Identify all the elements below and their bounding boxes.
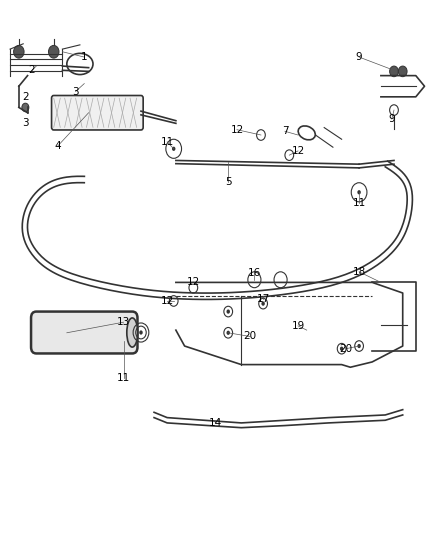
- Text: 12: 12: [291, 146, 304, 156]
- Text: 19: 19: [291, 321, 304, 331]
- Text: 11: 11: [117, 373, 130, 383]
- Text: 9: 9: [388, 114, 394, 124]
- Circle shape: [339, 346, 343, 351]
- Circle shape: [172, 147, 175, 151]
- Circle shape: [226, 310, 230, 314]
- Text: 12: 12: [230, 125, 243, 135]
- Text: 2: 2: [22, 92, 28, 102]
- Text: 3: 3: [72, 86, 79, 96]
- FancyBboxPatch shape: [51, 95, 143, 130]
- Text: 2: 2: [28, 66, 35, 75]
- Circle shape: [261, 302, 264, 306]
- Text: 18: 18: [352, 267, 365, 277]
- Circle shape: [389, 66, 397, 77]
- Ellipse shape: [127, 318, 138, 347]
- Text: 11: 11: [352, 198, 365, 208]
- Text: 12: 12: [160, 296, 173, 306]
- Text: 9: 9: [355, 52, 362, 62]
- Circle shape: [397, 66, 406, 77]
- Text: 12: 12: [186, 277, 199, 287]
- Circle shape: [357, 190, 360, 195]
- Text: 14: 14: [208, 418, 221, 428]
- Text: 11: 11: [160, 137, 173, 147]
- Text: 20: 20: [339, 344, 352, 354]
- FancyBboxPatch shape: [31, 312, 137, 353]
- Circle shape: [226, 330, 230, 335]
- Circle shape: [357, 344, 360, 348]
- Text: 17: 17: [256, 294, 269, 304]
- Text: 5: 5: [224, 176, 231, 187]
- Text: 20: 20: [243, 332, 256, 342]
- Circle shape: [22, 103, 29, 112]
- Circle shape: [139, 330, 142, 335]
- Text: 3: 3: [22, 118, 28, 128]
- Circle shape: [48, 45, 59, 58]
- Text: 16: 16: [247, 268, 261, 278]
- Text: 7: 7: [281, 126, 288, 136]
- Circle shape: [14, 45, 24, 58]
- Text: 13: 13: [117, 317, 130, 327]
- Text: 1: 1: [81, 52, 88, 62]
- Text: 4: 4: [55, 141, 61, 151]
